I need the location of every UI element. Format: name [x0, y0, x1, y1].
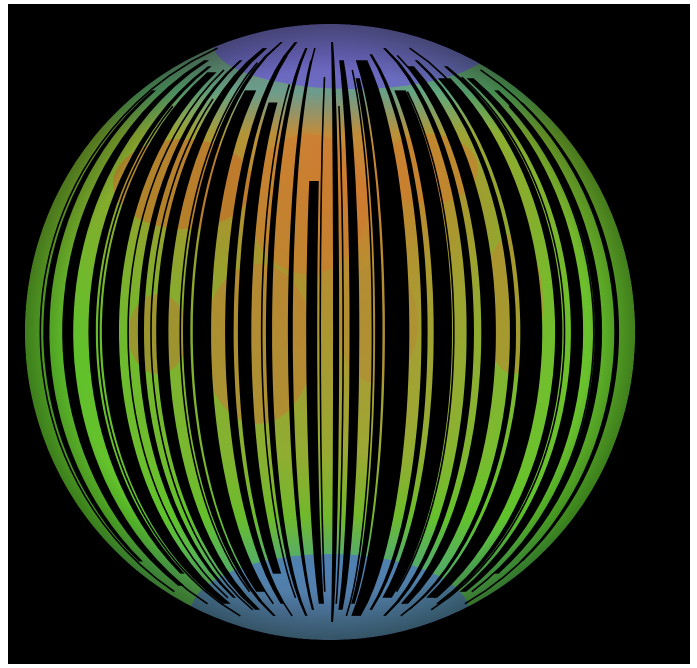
black-background	[8, 4, 690, 664]
moon-mosaic	[25, 24, 635, 640]
